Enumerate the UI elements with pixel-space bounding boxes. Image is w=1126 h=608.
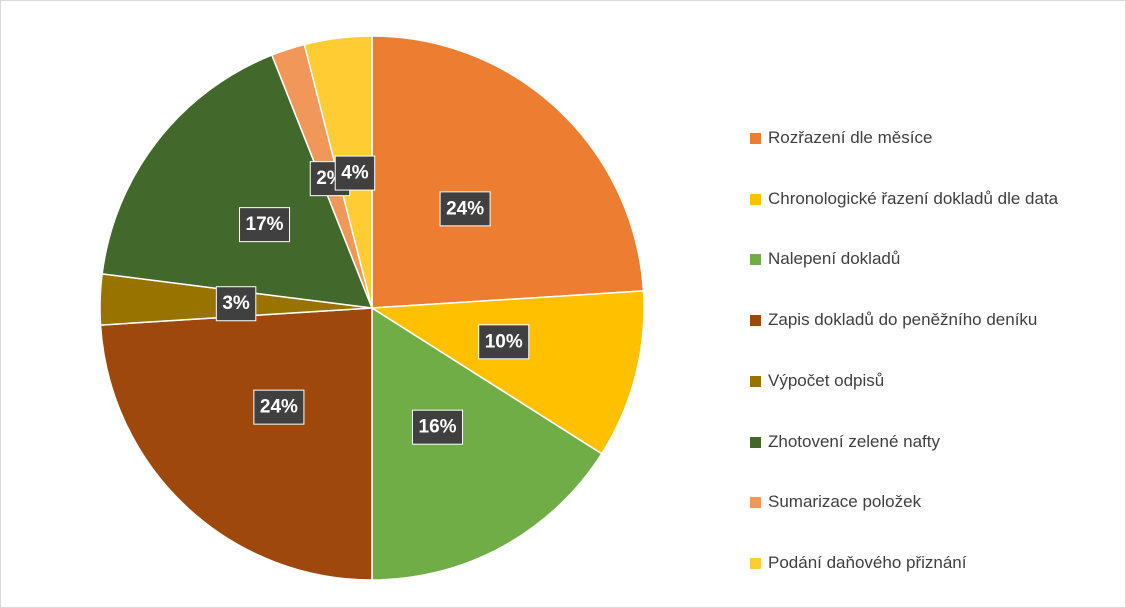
pie-slice [101,54,374,309]
data-label-text: 17% [246,214,284,235]
legend-label: Výpočet odpisů [768,370,885,390]
legend-entry: Rozřazení dle měsíce [750,125,1095,151]
legend-label: Nalepení dokladů [768,249,901,269]
data-label: 4% [334,155,376,191]
data-label: 24% [439,191,491,227]
data-label: 16% [412,409,464,445]
data-label-box [478,324,530,360]
data-label-text: 10% [485,331,523,352]
data-label-box [239,207,291,243]
data-label: 17% [239,207,291,243]
legend-label: Sumarizace položek [768,492,922,512]
pie-slice [371,35,645,309]
legend-swatch [750,193,761,205]
legend-swatch [750,557,761,569]
data-label-text: 3% [222,293,250,314]
legend-swatch [750,375,761,387]
data-label: 24% [253,389,305,425]
data-label-box [439,191,491,227]
data-label-text: 4% [341,163,369,184]
legend-entry: Sumarizace položek [750,489,1095,515]
data-label: 10% [478,324,530,360]
legend-swatch [750,436,761,448]
data-label-box [334,155,376,191]
legend-swatch [750,497,761,509]
data-label-box [253,389,305,425]
legend-label: Chronologické řazení dokladů dle data [768,188,1059,208]
legend-swatch [750,254,761,266]
legend-swatch [750,315,761,327]
legend-entry: Nalepení dokladů [750,246,1095,272]
data-label-box [215,286,257,322]
pie-slice [371,306,603,581]
legend-entry: Výpočet odpisů [750,368,1095,394]
pie-slice [99,307,373,581]
data-label: 3% [215,286,257,322]
legend-entry: Chronologické řazení dokladů dle data [750,186,1095,212]
pie-slice [369,290,645,455]
data-label-text: 24% [260,397,298,418]
legend-label: Zhotovení zelené nafty [768,431,941,451]
legend-entry: Zapis dokladů do peněžního deníku [750,307,1095,333]
legend-entry: Zhotovení zelené nafty [750,429,1095,455]
legend-swatch [750,133,761,144]
legend-label: Zapis dokladů do peněžního deníku [768,310,1038,330]
data-label-text: 24% [446,198,484,219]
legend-label: Podání daňového přiznání [768,552,967,572]
legend-entry: Podání daňového přiznání [750,550,1095,576]
data-label-text: 16% [419,417,457,438]
data-label-box [412,409,464,445]
legend-label: Rozřazení dle měsíce [768,128,933,147]
